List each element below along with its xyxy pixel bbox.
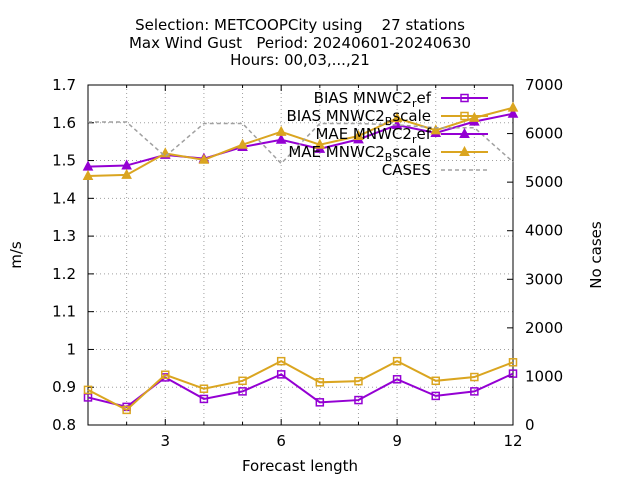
data-point-triangle	[198, 153, 210, 164]
x-tick-label: 3	[160, 432, 170, 450]
series-line	[87, 372, 514, 408]
data-point-triangle	[469, 111, 480, 122]
data-point-square	[470, 372, 479, 382]
data-point-triangle	[275, 125, 287, 136]
plot-frame	[87, 84, 514, 426]
y2-tick-label: 7000	[525, 76, 563, 94]
data-point-triangle	[237, 138, 248, 149]
data-point-triangle	[121, 168, 132, 179]
y-axis-label: m/s	[7, 241, 25, 269]
series-line	[88, 121, 514, 165]
data-point-triangle	[159, 147, 171, 158]
title-line-1: Selection: METCOOPCity using 27 stations	[135, 16, 465, 34]
x-tick-label: 12	[503, 432, 522, 450]
y-tick-label: 1.7	[52, 76, 76, 94]
series-4	[88, 121, 514, 165]
y-tick-label: 1.1	[52, 303, 76, 321]
y2-tick-label: 1000	[525, 367, 563, 385]
data-point-triangle	[430, 124, 442, 135]
legend-label: MAE MNWC2Bscale	[288, 143, 431, 164]
data-point-triangle	[314, 138, 326, 149]
legend-label: BIAS MNWC2Bscale	[287, 107, 431, 128]
data-point-square	[276, 370, 286, 379]
series-0	[83, 369, 518, 412]
y-tick-label: 0.8	[52, 416, 76, 434]
series-layer	[82, 101, 519, 415]
y2-tick-label: 5000	[525, 173, 563, 191]
data-point-triangle	[391, 112, 403, 123]
series-line	[87, 360, 514, 412]
data-point-square	[199, 394, 209, 404]
data-point-square	[161, 370, 170, 380]
data-point-square	[199, 384, 209, 393]
y-tick-label: 0.9	[52, 378, 76, 396]
series-1	[83, 356, 518, 415]
data-point-square	[392, 375, 402, 384]
x-axis-label: Forecast length	[242, 457, 358, 475]
data-point-triangle	[353, 129, 364, 140]
y-tick-label: 1.4	[52, 189, 76, 207]
data-point-square	[83, 385, 93, 395]
data-point-square	[431, 391, 440, 401]
data-point-square	[470, 387, 479, 396]
legend-label: CASES	[382, 161, 431, 179]
data-point-square	[508, 358, 518, 367]
data-point-triangle	[459, 145, 470, 156]
ticks: 0.8 0.9 1 1.1 1.2 1.3 1.4 1.5 1.6 1.7 0 1000 2000 300…	[52, 76, 563, 450]
y2-tick-label: 3000	[525, 270, 563, 288]
x-tick-label: 6	[276, 432, 286, 450]
data-point-square	[354, 395, 363, 405]
y-tick-label: 1.5	[52, 152, 76, 170]
title-line-2: Max Wind Gust Period: 20240601-20240630	[129, 34, 471, 52]
data-point-triangle	[82, 169, 94, 181]
data-point-triangle	[507, 107, 519, 118]
data-point-triangle	[275, 133, 287, 144]
data-point-square	[460, 93, 469, 103]
data-point-square	[508, 369, 518, 378]
y-tick-label: 1.6	[52, 114, 76, 132]
axes	[87, 84, 514, 426]
data-point-triangle	[507, 101, 519, 112]
y2-tick-label: 4000	[525, 222, 563, 240]
y2-tick-label: 6000	[525, 125, 563, 143]
legend-label: BIAS MNWC2ref	[314, 89, 432, 110]
data-point-square	[276, 356, 286, 366]
data-point-square	[460, 111, 469, 121]
data-point-square	[354, 376, 363, 386]
y-tick-label: 1	[66, 340, 76, 358]
title-line-3: Hours: 00,03,...,21	[230, 51, 370, 69]
data-point-square	[392, 356, 402, 366]
y-tick-label: 1.3	[52, 227, 76, 245]
data-point-square	[238, 376, 247, 386]
x-tick-label: 9	[392, 432, 402, 450]
y-tick-label: 1.2	[52, 265, 76, 283]
y2-tick-label: 2000	[525, 319, 563, 337]
data-point-square	[238, 387, 247, 396]
data-point-triangle	[459, 127, 470, 138]
legend-label: MAE MNWC2ref	[315, 125, 431, 146]
chart-title: Selection: METCOOPCity using 27 stations…	[129, 16, 471, 69]
data-point-square	[315, 378, 325, 387]
data-point-square	[315, 398, 325, 407]
data-point-square	[431, 376, 440, 386]
y2-axis-label: No cases	[587, 221, 605, 289]
grid	[88, 85, 513, 425]
y2-tick-label: 0	[525, 416, 535, 434]
data-point-square	[122, 405, 131, 415]
